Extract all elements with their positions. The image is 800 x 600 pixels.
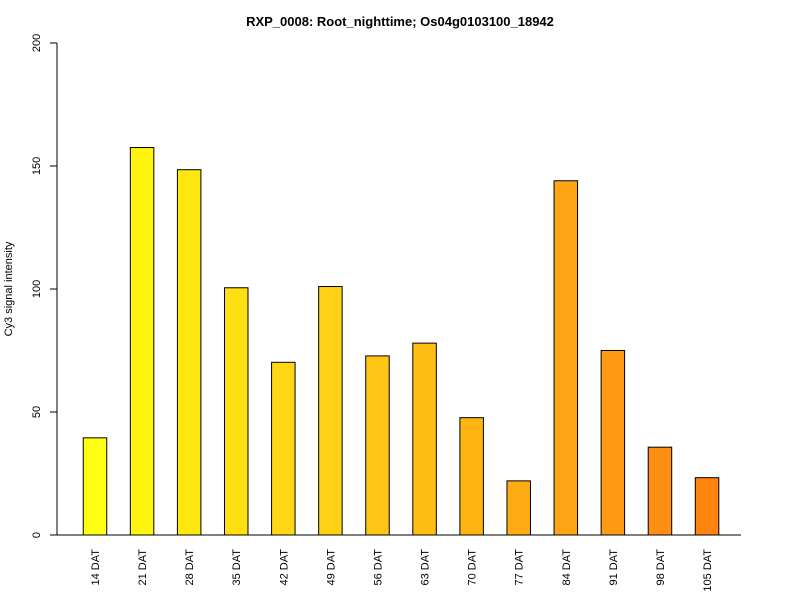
x-tick-label: 77 DAT — [514, 549, 526, 586]
bar-91-dat — [600, 350, 626, 536]
bar-84-dat — [553, 180, 579, 536]
x-tick-label: 91 DAT — [608, 549, 620, 586]
x-tick-label: 105 DAT — [702, 549, 714, 592]
bar-77-dat — [506, 480, 531, 536]
x-tick-label: 84 DAT — [561, 549, 573, 586]
bar-98-dat — [647, 446, 673, 536]
x-tick-label: 28 DAT — [184, 549, 196, 586]
y-tick-label: 50 — [31, 406, 43, 418]
y-axis-label: Cy3 signal intensity — [3, 241, 15, 336]
y-tick-label: 0 — [31, 532, 43, 538]
bar-63-dat — [412, 342, 437, 536]
bar-56-dat — [365, 355, 390, 536]
bar-14-dat — [82, 437, 108, 536]
chart-title: RXP_0008: Root_nighttime; Os04g0103100_1… — [246, 14, 554, 29]
y-tick-label: 200 — [31, 34, 43, 52]
x-axis-labels: 14 DAT 21 DAT 28 DAT 35 DAT 42 DAT 49 DAT 56 D… — [90, 549, 714, 592]
y-tick-label: 150 — [31, 157, 43, 175]
x-tick-label: 42 DAT — [278, 549, 290, 586]
bar-70-dat — [459, 417, 484, 536]
bar-35-dat — [223, 287, 249, 536]
x-tick-label: 98 DAT — [655, 549, 667, 586]
bar-42-dat — [271, 361, 296, 536]
bar-28-dat — [176, 169, 202, 536]
y-axis-ticks: 0 50 100 150 200 — [31, 34, 57, 538]
x-tick-label: 21 DAT — [137, 549, 149, 586]
x-tick-label: 63 DAT — [420, 549, 432, 586]
bar-105-dat — [694, 477, 720, 536]
x-tick-label: 35 DAT — [231, 549, 243, 586]
bar-49-dat — [318, 286, 343, 536]
bar-21-dat — [129, 147, 155, 536]
x-tick-label: 70 DAT — [467, 549, 479, 586]
bars — [82, 147, 720, 536]
x-tick-label: 49 DAT — [325, 549, 337, 586]
x-tick-label: 56 DAT — [372, 549, 384, 586]
x-tick-label: 14 DAT — [90, 549, 102, 586]
y-tick-label: 100 — [31, 280, 43, 298]
